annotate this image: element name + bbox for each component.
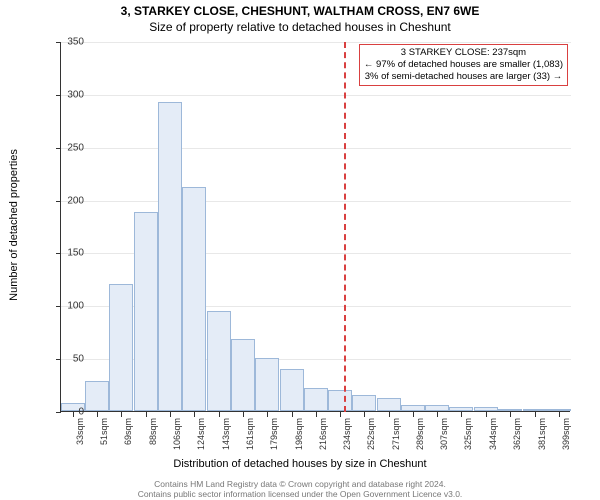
ytick-label: 350	[48, 37, 84, 48]
xtick-mark	[146, 412, 147, 417]
footer-line-2: Contains public sector information licen…	[0, 489, 600, 499]
xtick-label: 124sqm	[196, 418, 206, 450]
histogram-bar	[352, 395, 376, 411]
xtick-label: 198sqm	[294, 418, 304, 450]
xtick-mark	[486, 412, 487, 417]
ytick-label: 300	[48, 89, 84, 100]
histogram-bar	[85, 381, 109, 411]
xtick-label: 51sqm	[99, 418, 109, 445]
histogram-bar	[474, 407, 498, 411]
xtick-mark	[535, 412, 536, 417]
histogram-bar	[304, 388, 328, 411]
histogram-bar	[255, 358, 279, 411]
xtick-mark	[292, 412, 293, 417]
tooltip-line-2: ← 97% of detached houses are smaller (1,…	[364, 59, 563, 71]
ytick-label: 0	[48, 407, 84, 418]
xtick-label: 216sqm	[318, 418, 328, 450]
xtick-mark	[121, 412, 122, 417]
xtick-mark	[97, 412, 98, 417]
xtick-mark	[316, 412, 317, 417]
histogram-bar	[425, 405, 449, 411]
xtick-label: 143sqm	[221, 418, 231, 450]
ytick-label: 100	[48, 301, 84, 312]
marker-tooltip: 3 STARKEY CLOSE: 237sqm ← 97% of detache…	[359, 44, 568, 86]
histogram-bar	[231, 339, 255, 411]
histogram-bar	[547, 409, 571, 411]
xtick-label: 69sqm	[123, 418, 133, 445]
xtick-mark	[219, 412, 220, 417]
xtick-label: 381sqm	[537, 418, 547, 450]
histogram-bar	[109, 284, 133, 411]
xtick-mark	[267, 412, 268, 417]
xtick-mark	[364, 412, 365, 417]
grid-line	[61, 201, 571, 202]
xtick-label: 252sqm	[366, 418, 376, 450]
ytick-label: 150	[48, 248, 84, 259]
footer-line-1: Contains HM Land Registry data © Crown c…	[0, 479, 600, 489]
plot-area: 3 STARKEY CLOSE: 237sqm ← 97% of detache…	[60, 42, 570, 412]
address-title: 3, STARKEY CLOSE, CHESHUNT, WALTHAM CROS…	[0, 0, 600, 18]
xtick-label: 362sqm	[512, 418, 522, 450]
grid-line	[61, 95, 571, 96]
histogram-bar	[449, 407, 473, 411]
xtick-mark	[389, 412, 390, 417]
xtick-mark	[194, 412, 195, 417]
xtick-mark	[461, 412, 462, 417]
xtick-label: 33sqm	[75, 418, 85, 445]
grid-line	[61, 148, 571, 149]
histogram-bar	[158, 102, 182, 411]
ytick-label: 200	[48, 195, 84, 206]
histogram-bar	[401, 405, 425, 411]
footer: Contains HM Land Registry data © Crown c…	[0, 479, 600, 499]
xtick-label: 88sqm	[148, 418, 158, 445]
tooltip-line-1: 3 STARKEY CLOSE: 237sqm	[364, 47, 563, 59]
histogram-bar	[280, 369, 304, 411]
histogram-bar	[134, 212, 158, 411]
xtick-mark	[437, 412, 438, 417]
xtick-label: 234sqm	[342, 418, 352, 450]
histogram-bar	[498, 409, 522, 411]
xtick-label: 344sqm	[488, 418, 498, 450]
xtick-label: 271sqm	[391, 418, 401, 450]
xtick-label: 325sqm	[463, 418, 473, 450]
ytick-label: 250	[48, 142, 84, 153]
plot-box: 3 STARKEY CLOSE: 237sqm ← 97% of detache…	[60, 42, 570, 412]
y-axis-label: Number of detached properties	[8, 149, 20, 301]
xtick-label: 161sqm	[245, 418, 255, 450]
xtick-label: 307sqm	[439, 418, 449, 450]
subtitle: Size of property relative to detached ho…	[0, 18, 600, 34]
chart-container: 3, STARKEY CLOSE, CHESHUNT, WALTHAM CROS…	[0, 0, 600, 500]
histogram-bar	[377, 398, 401, 411]
x-axis-label: Distribution of detached houses by size …	[0, 458, 600, 470]
histogram-bar	[328, 390, 352, 411]
xtick-mark	[413, 412, 414, 417]
histogram-bar	[182, 187, 206, 411]
xtick-label: 106sqm	[172, 418, 182, 450]
xtick-label: 289sqm	[415, 418, 425, 450]
histogram-bar	[207, 311, 231, 411]
xtick-label: 179sqm	[269, 418, 279, 450]
tooltip-line-3: 3% of semi-detached houses are larger (3…	[364, 71, 563, 83]
xtick-mark	[170, 412, 171, 417]
xtick-mark	[510, 412, 511, 417]
ytick-label: 50	[48, 354, 84, 365]
xtick-label: 399sqm	[561, 418, 571, 450]
marker-line	[344, 42, 346, 412]
xtick-mark	[340, 412, 341, 417]
grid-line	[61, 42, 571, 43]
xtick-mark	[559, 412, 560, 417]
xtick-mark	[243, 412, 244, 417]
histogram-bar	[523, 409, 547, 411]
